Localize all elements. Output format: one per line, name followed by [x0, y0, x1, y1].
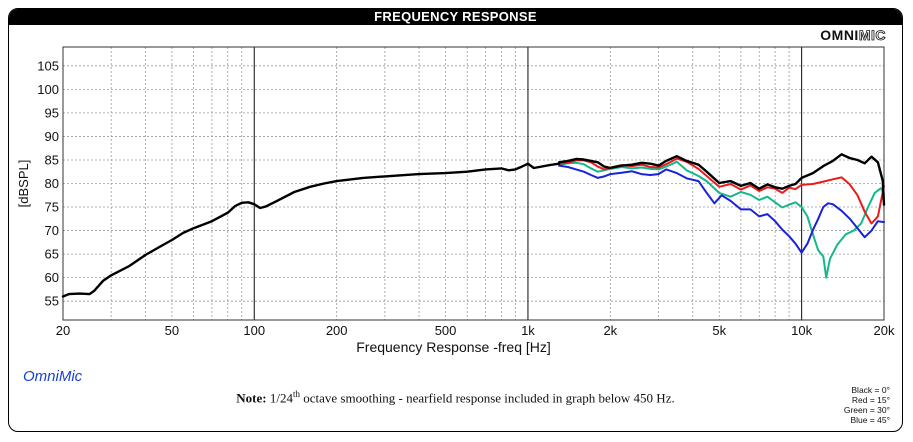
legend-entry-black: Black = 0°	[851, 385, 890, 395]
y-tick-label: 70	[45, 223, 59, 238]
y-tick-label: 55	[45, 294, 59, 309]
y-tick-label: 60	[45, 270, 59, 285]
x-tick-label: 1k	[521, 323, 535, 338]
x-tick-label: 500	[435, 323, 457, 338]
y-tick-label: 95	[45, 105, 59, 120]
note-sup: th	[292, 389, 300, 399]
legend-entry-green: Green = 30°	[843, 405, 890, 415]
x-tick-label: 10k	[791, 323, 812, 338]
series-line-3	[557, 153, 886, 206]
y-tick-label: 80	[45, 176, 59, 191]
note-bold: Note:	[236, 390, 267, 406]
angle-legend: Black = 0° Red = 15° Green = 30° Blue = …	[844, 385, 890, 425]
y-tick-label: 85	[45, 152, 59, 167]
x-axis-label: Frequency Response -freq [Hz]	[356, 339, 551, 355]
smoothing-note: Note: 1/24th octave smoothing - nearfiel…	[9, 389, 902, 406]
chart-title: FREQUENCY RESPONSE	[9, 9, 902, 25]
legend-entry-blue: Blue = 45°	[850, 415, 890, 425]
note-prefix: 1/24	[266, 390, 293, 406]
x-tick-label: 50	[165, 323, 179, 338]
x-tick-label: 20	[56, 323, 70, 338]
app-label: OmniMic	[23, 368, 83, 385]
y-tick-label: 90	[45, 129, 59, 144]
y-tick-label: 75	[45, 200, 59, 215]
series-line-1	[558, 164, 885, 254]
series-line-common	[61, 162, 561, 298]
x-tick-label: 20k	[874, 323, 895, 338]
x-tick-label: 200	[326, 323, 348, 338]
note-rest: octave smoothing - nearfield response in…	[299, 390, 675, 406]
y-axis-label: [dBSPL]	[16, 160, 31, 208]
series-line-2	[558, 157, 885, 225]
logo-part-mic: MIC	[858, 27, 886, 44]
x-tick-label: 2k	[603, 323, 617, 338]
legend-entry-red: Red = 15°	[851, 395, 890, 405]
x-tick-label: 100	[243, 323, 265, 338]
omnimic-logo: OMNIMIC	[820, 27, 886, 44]
x-tick-label: 5k	[712, 323, 726, 338]
logo-part-omni: OMNI	[820, 27, 859, 43]
y-tick-label: 100	[37, 82, 59, 97]
y-tick-label: 65	[45, 247, 59, 262]
y-tick-label: 105	[37, 58, 59, 73]
